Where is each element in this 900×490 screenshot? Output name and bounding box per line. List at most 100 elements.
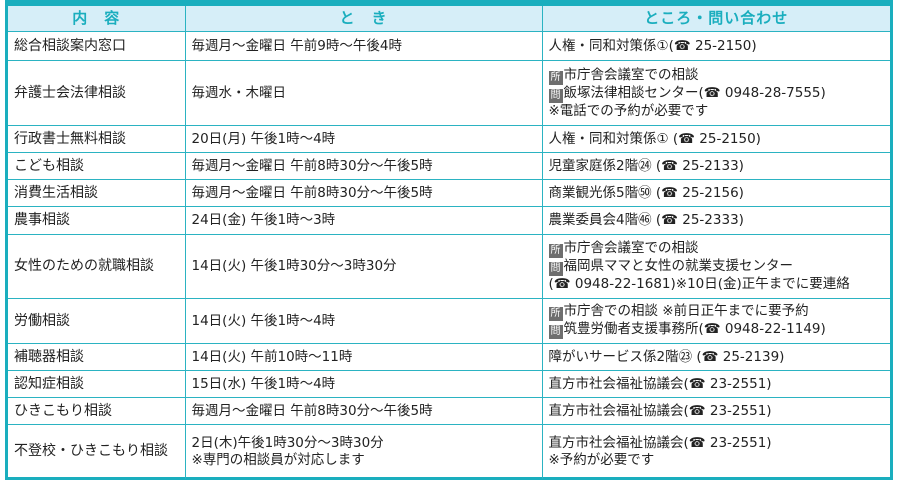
time-line: ※専門の相談員が対応します [191,451,365,468]
consultation-time: 14日(火) 午後1時30分～3時30分 [184,234,543,299]
contact-line: 問飯塚法律相談センター(☎ 0948-28-7555) [548,84,885,103]
consultation-place-contact: 所市庁舎での相談 ※前日正午までに要予約問筑豊労働者支援事務所(☎ 0948-2… [541,298,890,344]
consultation-place-contact: 商業観光係5階㊿ (☎ 25-2156) [541,179,890,207]
time-line: 毎週月～金曜日 午前9時～午後4時 [191,37,402,54]
consultation-place-contact: 人権・同和対策係① (☎ 25-2150) [541,125,890,153]
consultation-place-contact: 直方市社会福祉協議会(☎ 23-2551) [541,397,890,425]
place-badge-icon: 所 [548,307,563,321]
contact-text: 直方市社会福祉協議会(☎ 23-2551) [548,434,772,451]
contact-text: 障がいサービス係2階㉓ (☎ 25-2139) [548,348,785,365]
contact-text: 市庁舎会議室での相談 [563,240,699,256]
contact-line: 障がいサービス係2階㉓ (☎ 25-2139) [549,349,885,366]
contact-line: 所市庁舎会議室での相談 [548,240,885,258]
consultation-place-contact: 障がいサービス係2階㉓ (☎ 25-2139) [541,343,890,371]
contact-line: 直方市社会福祉協議会(☎ 23-2551) [549,403,885,420]
table-row: 弁護士会法律相談 毎週水・木曜日 所市庁舎会議室での相談問飯塚法律相談センター(☎ … [8,60,890,126]
contact-text: 直方市社会福祉協議会(☎ 23-2551) [548,402,772,419]
contact-line: 商業観光係5階㊿ (☎ 25-2156) [549,185,885,202]
contact-text: 直方市社会福祉協議会(☎ 23-2551) [548,375,772,392]
consultation-name: 消費生活相談 [8,179,186,207]
table-row: 消費生活相談 毎週月～金曜日 午前8時30分～午後5時 商業観光係5階㊿ (☎ 25… [8,179,890,207]
time-line: 14日(火) 午後1時～4時 [191,312,336,329]
consultation-place-contact: 所市庁舎会議室での相談問飯塚法律相談センター(☎ 0948-28-7555) ※電… [541,60,890,126]
consultation-time: 24日(金) 午後1時～3時 [184,206,543,235]
consultation-time: 14日(火) 午後1時～4時 [184,298,543,344]
table-row: 女性のための就職相談 14日(火) 午後1時30分～3時30分 所市庁舎会議室での相… [8,234,890,299]
consultation-name: 労働相談 [8,298,186,344]
time-line: 2日(木)午後1時30分～3時30分 [191,434,384,451]
consultation-name: 農事相談 [8,206,186,235]
contact-text: 飯塚法律相談センター(☎ 0948-28-7555) [563,84,826,101]
time-line: 24日(金) 午後1時～3時 [191,212,336,228]
consultation-name: 行政書士無料相談 [8,125,186,153]
consultation-time: 毎週月～金曜日 午前9時～午後4時 [184,31,543,61]
header-time: と き [184,6,543,32]
consultation-time: 14日(火) 午前10時～11時 [184,343,543,371]
contact-line: ※電話での予約が必要です [549,103,885,120]
time-line: 14日(火) 午後1時30分～3時30分 [191,258,397,274]
consultation-name: 総合相談案内窓口 [8,31,186,61]
contact-line: 農業委員会4階㊻ (☎ 25-2333) [549,212,885,229]
consultation-time: 毎週月～金曜日 午前8時30分～午後5時 [184,152,543,180]
contact-text: ※電話での予約が必要です [548,102,709,119]
time-line: 毎週月～金曜日 午前8時30分～午後5時 [191,184,433,201]
contact-text: 人権・同和対策係①(☎ 25-2150) [548,37,757,54]
table-header-row: 内 容 と き ところ・問い合わせ [8,6,890,32]
table-row: 農事相談 24日(金) 午後1時～3時 農業委員会4階㊻ (☎ 25-2333) [8,206,890,235]
consultation-time: 毎週水・木曜日 [184,60,543,126]
contact-line: 直方市社会福祉協議会(☎ 23-2551) [549,376,885,393]
table-row: ひきこもり相談 毎週月～金曜日 午前8時30分～午後5時 直方市社会福祉協議会(☎ … [8,397,890,425]
contact-text: 農業委員会4階㊻ (☎ 25-2333) [548,212,744,228]
header-content: 内 容 [8,6,186,32]
table-row: こども相談 毎週月～金曜日 午前8時30分～午後5時 児童家庭係2階㉔ (☎ 25-… [8,152,890,180]
time-line: 15日(水) 午後1時～4時 [191,375,336,392]
consultation-name: 不登校・ひきこもり相談 [8,424,186,479]
consultation-place-contact: 所市庁舎会議室での相談問福岡県ママと女性の就業支援センター (☎ 0948-22-… [541,234,890,299]
contact-line: ※予約が必要です [549,452,885,469]
consultation-place-contact: 農業委員会4階㊻ (☎ 25-2333) [541,206,890,235]
contact-line: (☎ 0948-22-1681)※10日(金)正午までに要連絡 [549,276,885,293]
header-place-contact: ところ・問い合わせ [541,6,890,32]
consultation-time: 2日(木)午後1時30分～3時30分 ※専門の相談員が対応します [184,424,543,479]
time-line: 毎週月～金曜日 午前8時30分～午後5時 [191,402,433,419]
time-line: 毎週月～金曜日 午前8時30分～午後5時 [191,157,433,174]
table-row: 行政書士無料相談 20日(月) 午後1時～4時 人権・同和対策係① (☎ 25-21… [8,125,890,153]
contact-text: (☎ 0948-22-1681)※10日(金)正午までに要連絡 [548,276,850,292]
consultation-table: 内 容 と き ところ・問い合わせ 総合相談案内窓口 毎週月～金曜日 午前9時～午… [8,6,890,479]
contact-line: 児童家庭係2階㉔ (☎ 25-2133) [549,158,885,175]
place-badge-icon: 所 [548,70,563,85]
contact-text: 児童家庭係2階㉔ (☎ 25-2133) [548,157,744,174]
place-badge-icon: 所 [548,244,563,258]
consultation-time: 毎週月～金曜日 午前8時30分～午後5時 [184,397,543,425]
time-line: 20日(月) 午後1時～4時 [191,130,336,147]
consultation-name: 認知症相談 [8,370,186,398]
table-row: 補聴器相談 14日(火) 午前10時～11時 障がいサービス係2階㉓ (☎ 25-2… [8,343,890,371]
inquiry-badge-icon: 問 [548,262,563,276]
table-row: 総合相談案内窓口 毎週月～金曜日 午前9時～午後4時 人権・同和対策係①(☎ 25-… [8,31,890,61]
contact-line: 直方市社会福祉協議会(☎ 23-2551) [549,435,885,452]
contact-line: 人権・同和対策係①(☎ 25-2150) [549,38,885,55]
contact-line: 問福岡県ママと女性の就業支援センター [548,258,885,276]
contact-line: 所市庁舎での相談 ※前日正午までに要予約 [548,303,885,321]
consultation-name: 女性のための就職相談 [8,234,186,299]
inquiry-badge-icon: 問 [548,325,563,339]
table-row: 認知症相談 15日(水) 午後1時～4時 直方市社会福祉協議会(☎ 23-2551) [8,370,890,398]
consultation-place-contact: 直方市社会福祉協議会(☎ 23-2551) [541,370,890,398]
contact-line: 人権・同和対策係① (☎ 25-2150) [549,131,885,148]
contact-text: 筑豊労働者支援事務所(☎ 0948-22-1149) [563,321,826,337]
consultation-place-contact: 直方市社会福祉協議会(☎ 23-2551) ※予約が必要です [541,424,890,479]
inquiry-badge-icon: 問 [548,88,563,103]
time-line: 14日(火) 午前10時～11時 [191,348,353,365]
consultation-time: 毎週月～金曜日 午前8時30分～午後5時 [184,179,543,207]
contact-text: 人権・同和対策係① (☎ 25-2150) [548,130,761,147]
consultation-time: 20日(月) 午後1時～4時 [184,125,543,153]
contact-text: 商業観光係5階㊿ (☎ 25-2156) [548,184,744,201]
consultation-table-frame: 内 容 と き ところ・問い合わせ 総合相談案内窓口 毎週月～金曜日 午前9時～午… [5,0,893,480]
consultation-name: 弁護士会法律相談 [8,60,186,126]
consultation-name: 補聴器相談 [8,343,186,371]
consultation-name: ひきこもり相談 [8,397,186,425]
consultation-time: 15日(水) 午後1時～4時 [184,370,543,398]
time-line: 毎週水・木曜日 [191,84,287,101]
contact-text: 市庁舎会議室での相談 [563,66,699,83]
table-row: 不登校・ひきこもり相談 2日(木)午後1時30分～3時30分 ※専門の相談員が対応し… [8,424,890,479]
